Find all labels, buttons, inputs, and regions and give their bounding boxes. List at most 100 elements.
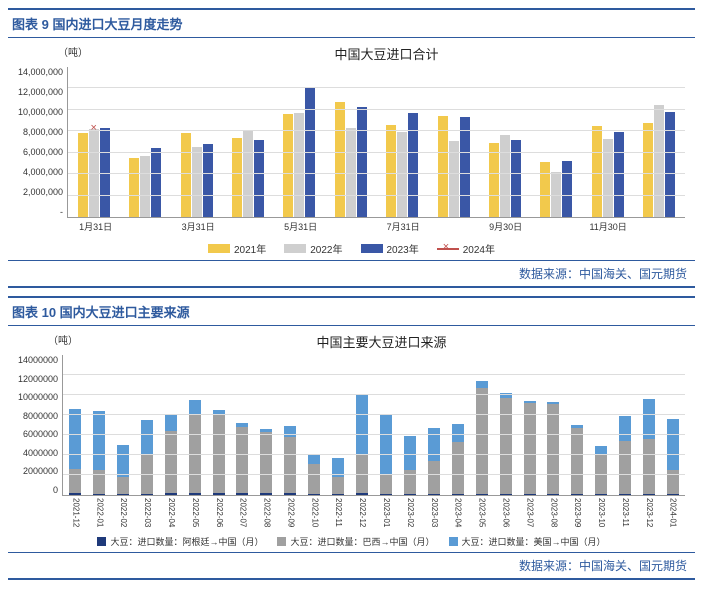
bar [562, 161, 572, 217]
stack [380, 415, 392, 495]
stack [284, 426, 296, 495]
legend-item: 大豆：进口数量：美国→中国（月） [449, 535, 606, 548]
chart-title-10: 中国主要大豆进口来源 [78, 332, 685, 351]
bar [357, 107, 367, 217]
x-tick: 2023-01 [382, 498, 391, 527]
stack-segment [189, 493, 201, 495]
stack [428, 428, 440, 495]
stack [500, 393, 512, 495]
bar [614, 132, 624, 217]
legend-swatch [97, 537, 106, 546]
stack-segment [643, 399, 655, 439]
grid-line [63, 374, 685, 375]
stack-segment [93, 494, 105, 495]
x-tick: 2023-12 [645, 498, 654, 527]
stack-segment [500, 494, 512, 495]
stack [260, 429, 272, 495]
grid-line [68, 152, 685, 153]
y-tick: 6000000 [23, 429, 58, 439]
stack-segment [332, 494, 344, 496]
x-tick: 2021-12 [71, 498, 80, 527]
stack-segment [141, 494, 153, 496]
x-tick: 2022-11 [334, 498, 343, 527]
stack-segment [571, 428, 583, 494]
x-tick: 2023-06 [501, 498, 510, 527]
y-tick: 2,000,000 [23, 187, 63, 197]
x-tick: 5月31日 [275, 220, 326, 233]
legend-label: 大豆：进口数量：美国→中国（月） [462, 535, 606, 548]
legend-label: 2022年 [310, 241, 342, 256]
x-tick [326, 220, 377, 233]
bar [294, 113, 304, 217]
stack-segment [284, 437, 296, 493]
grid-line [63, 434, 685, 435]
bar [438, 116, 448, 217]
x-tick: 2023-11 [621, 498, 630, 527]
legend-swatch [208, 244, 230, 253]
y-tick: 12000000 [18, 374, 58, 384]
x-tick: 2022-08 [263, 498, 272, 527]
grid-line [63, 454, 685, 455]
legend-swatch [449, 537, 458, 546]
legend-swatch [437, 248, 459, 250]
stack [69, 409, 81, 495]
y-axis-10: 1400000012000000100000008000000600000040… [18, 355, 62, 495]
grid-line [68, 173, 685, 174]
stack-segment [452, 442, 464, 494]
stack-segment [452, 424, 464, 442]
stack-segment [165, 493, 177, 495]
x-tick [531, 220, 582, 233]
stack-segment [117, 477, 129, 494]
bar [335, 102, 345, 217]
x-tick: 2023-09 [573, 498, 582, 527]
stack-segment [380, 494, 392, 495]
stack-segment [69, 469, 81, 493]
stack-segment [619, 441, 631, 494]
stack-segment [236, 427, 248, 493]
unit-label-10: （吨） [48, 332, 78, 347]
bar [460, 117, 470, 217]
stack-segment [308, 464, 320, 494]
stack-segment [476, 494, 488, 495]
chart-area-10: （吨） 中国主要大豆进口来源 1400000012000000100000008… [8, 326, 695, 552]
bar [397, 132, 407, 217]
stack-segment [619, 416, 631, 441]
stack-segment [69, 493, 81, 495]
y-tick: 8,000,000 [23, 127, 63, 137]
stack-segment [380, 474, 392, 494]
legend-label: 大豆：进口数量：巴西→中国（月） [290, 535, 434, 548]
plot-wrap-9: 14,000,00012,000,00010,000,0008,000,0006… [18, 67, 685, 218]
legend-item: 大豆：进口数量：巴西→中国（月） [277, 535, 434, 548]
y-tick: 4000000 [23, 448, 58, 458]
x-tick: 2023-05 [478, 498, 487, 527]
stack-segment [404, 436, 416, 470]
stack [213, 410, 225, 495]
stack-segment [547, 404, 559, 494]
x-tick: 2023-04 [454, 498, 463, 527]
stack-segment [332, 477, 344, 494]
panel-header-9: 图表 9 国内进口大豆月度走势 [8, 8, 695, 38]
bar [129, 158, 139, 217]
stack [571, 425, 583, 495]
stack-segment [571, 494, 583, 495]
stack [476, 381, 488, 495]
x-tick: 11月30日 [583, 220, 634, 233]
stack-segment [428, 494, 440, 495]
stack-segment [93, 411, 105, 470]
stack-segment [356, 395, 368, 455]
x-tick: 2022-05 [191, 498, 200, 527]
legend-label: 2021年 [234, 241, 266, 256]
y-tick: 8000000 [23, 411, 58, 421]
x-tick: 2023-03 [430, 498, 439, 527]
x-tick: 9月30日 [480, 220, 531, 233]
panel-header-10: 图表 10 国内大豆进口主要来源 [8, 296, 695, 326]
legend-item: 2024年 [437, 241, 495, 256]
legend-swatch [284, 244, 306, 253]
stack-segment [213, 493, 225, 495]
legend-item: 2022年 [284, 241, 342, 256]
x-tick: 2023-07 [525, 498, 534, 527]
x-tick: 7月31日 [378, 220, 429, 233]
stack [356, 395, 368, 495]
grid-line [63, 474, 685, 475]
x-tick: 2022-02 [119, 498, 128, 527]
